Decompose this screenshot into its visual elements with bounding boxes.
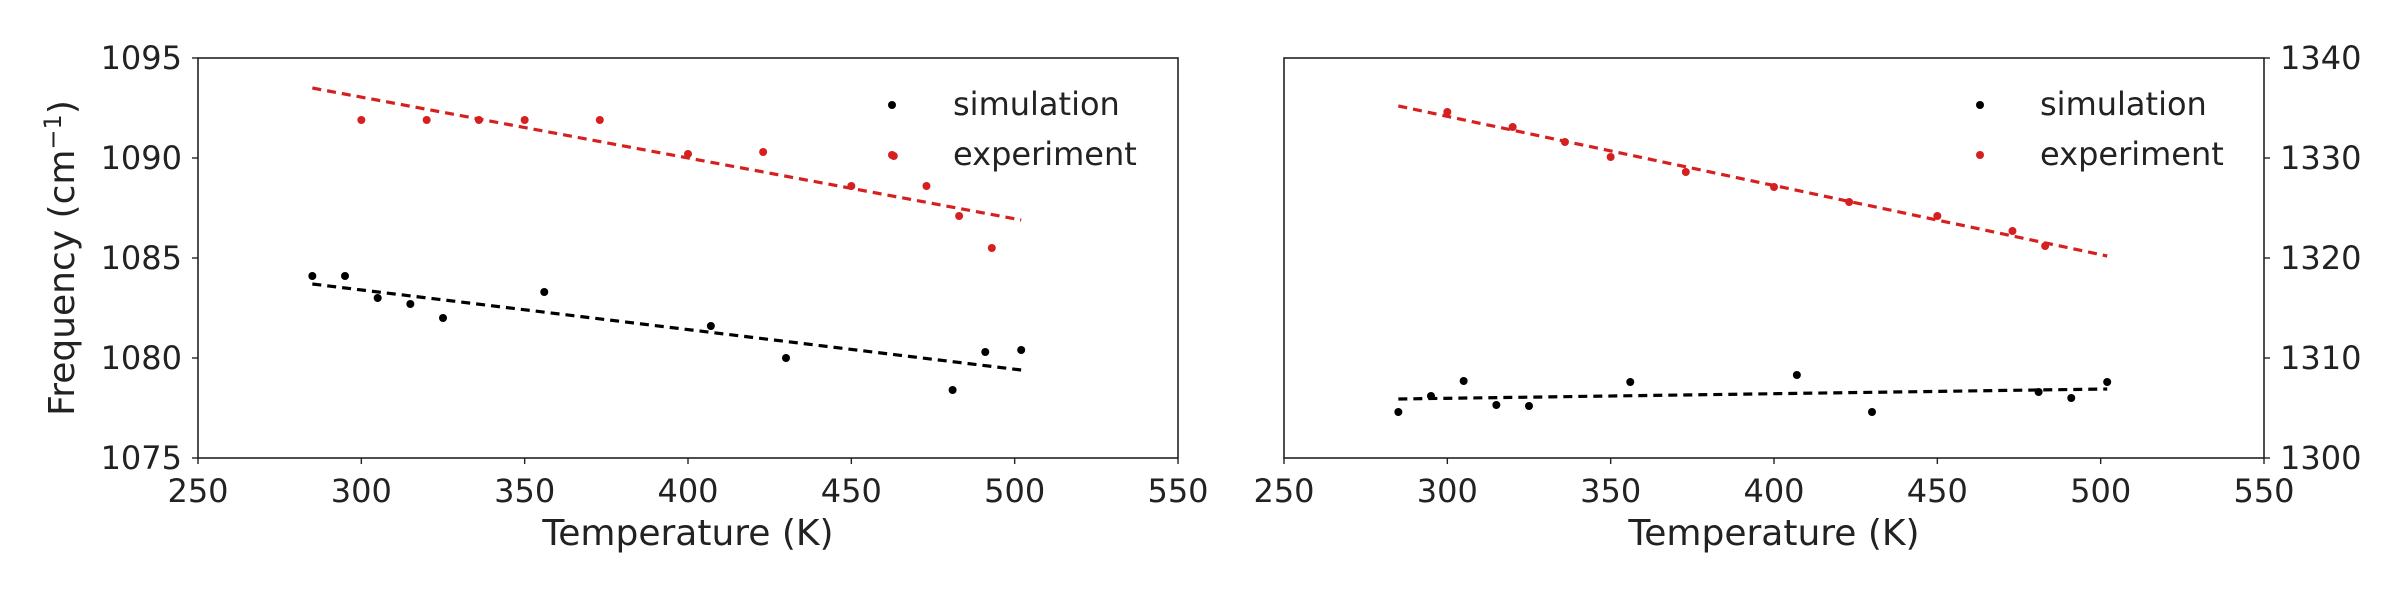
left-x-tick-label: 500 — [984, 472, 1045, 510]
left-x-tick-label: 450 — [821, 472, 882, 510]
right-x-tick-label: 500 — [2070, 472, 2131, 510]
left-simulation-point — [439, 314, 447, 322]
left-x-tick-label: 250 — [167, 472, 228, 510]
left-legend-marker-simulation — [888, 101, 896, 109]
left-simulation-point — [373, 294, 382, 302]
right-y-tick-label: 1330 — [2280, 139, 2361, 177]
right-y-tick-label: 1320 — [2280, 239, 2361, 277]
left-experiment-point — [595, 116, 604, 124]
left-chart-panel: 250 300 350 400 450 500 550 1075 1080 1085 1090 109… — [39, 39, 1209, 554]
left-x-axis-title: Temperature (K) — [541, 513, 833, 554]
left-simulation-point — [341, 272, 349, 280]
right-simulation-point — [1459, 377, 1468, 385]
right-experiment-point — [1508, 123, 1517, 131]
left-simulation-point — [948, 386, 957, 394]
right-experiment-point — [1560, 138, 1569, 146]
right-simulation-fit-line — [1398, 387, 2108, 401]
left-simulation-point — [540, 288, 549, 296]
left-experiment-point — [520, 116, 529, 124]
left-experiment-point — [987, 244, 996, 252]
left-experiment-point — [922, 182, 931, 190]
right-simulation-point — [2034, 388, 2043, 396]
left-legend-label-simulation: simulation — [953, 85, 1120, 123]
right-simulation-point — [1525, 402, 1533, 410]
right-experiment-point — [1770, 183, 1778, 191]
left-y-tick-label: 1085 — [101, 239, 182, 277]
left-y-tick-label: 1080 — [101, 339, 182, 377]
right-simulation-point — [1427, 392, 1435, 400]
right-x-tick-label: 400 — [1743, 472, 1804, 510]
left-simulation-point — [981, 348, 990, 356]
left-x-tick-label: 550 — [1147, 472, 1208, 510]
right-x-axis-title: Temperature (K) — [1627, 513, 1919, 554]
left-tick-group: 250 300 350 400 450 500 550 1075 1080 1085 1090 109… — [101, 39, 1209, 510]
left-simulation-fit-line — [312, 282, 1022, 372]
left-simulation-point — [706, 322, 715, 330]
right-x-tick-label: 250 — [1253, 472, 1314, 510]
left-experiment-point — [955, 212, 964, 220]
right-experiment-point — [1443, 108, 1452, 116]
right-simulation-point — [1868, 408, 1876, 416]
left-legend-label-experiment: experiment — [953, 135, 1137, 173]
right-legend-label-experiment: experiment — [2040, 135, 2224, 173]
right-fit-lines — [1398, 104, 2108, 401]
right-legend-label-simulation: simulation — [2040, 85, 2207, 123]
left-simulation-point — [782, 354, 790, 362]
right-y-tick-label: 1340 — [2280, 39, 2361, 77]
left-x-tick-label: 350 — [494, 472, 555, 510]
left-y-tick-label: 1075 — [101, 439, 182, 477]
left-experiment-point — [474, 116, 483, 124]
left-experiment-point — [422, 116, 431, 124]
left-y-axis-title-superscript: −1 — [39, 114, 67, 149]
right-x-tick-label: 550 — [2233, 472, 2294, 510]
left-experiment-point — [684, 150, 692, 158]
left-legend-marker-experiment — [888, 151, 896, 159]
right-x-tick-label: 450 — [1907, 472, 1968, 510]
right-legend-marker-experiment — [1976, 151, 1984, 159]
left-x-tick-label: 400 — [657, 472, 718, 510]
right-simulation-point — [1792, 371, 1801, 379]
left-experiment-point — [759, 148, 768, 156]
left-y-tick-label: 1090 — [101, 139, 182, 177]
right-simulation-point — [1626, 378, 1635, 386]
right-experiment-point — [1681, 168, 1690, 176]
right-y-tick-label: 1300 — [2280, 439, 2361, 477]
right-simulation-point — [2103, 378, 2112, 386]
right-simulation-point — [2067, 394, 2076, 402]
left-simulation-point — [308, 272, 317, 280]
left-experiment-point — [847, 182, 856, 190]
left-simulation-point — [1017, 346, 1026, 354]
left-data-points — [308, 116, 1026, 394]
right-experiment-point — [1606, 153, 1615, 161]
right-simulation-point — [1492, 401, 1501, 409]
right-experiment-point — [1845, 198, 1854, 206]
right-experiment-fit-line — [1398, 104, 2108, 258]
right-y-tick-label: 1310 — [2280, 339, 2361, 377]
left-legend: simulation experiment — [888, 85, 1137, 173]
right-x-tick-label: 350 — [1580, 472, 1641, 510]
left-fit-lines — [312, 86, 1022, 372]
left-y-axis-title-main: Frequency (cm — [42, 150, 83, 416]
right-experiment-point — [2008, 227, 2017, 235]
right-experiment-point — [2041, 242, 2050, 250]
left-y-tick-label: 1095 — [101, 39, 182, 77]
right-x-tick-label: 300 — [1417, 472, 1478, 510]
right-experiment-point — [1933, 212, 1942, 220]
left-x-tick-label: 300 — [331, 472, 392, 510]
right-legend-marker-simulation — [1976, 101, 1984, 109]
right-data-points — [1394, 108, 2112, 416]
left-experiment-point — [357, 116, 366, 124]
left-y-axis-title: Frequency (cm−1) — [39, 100, 83, 416]
left-simulation-point — [406, 300, 415, 308]
right-simulation-point — [1394, 408, 1403, 416]
left-y-axis-title-close: ) — [42, 100, 83, 114]
right-legend: simulation experiment — [1976, 85, 2224, 173]
left-experiment-fit-line — [312, 86, 1022, 222]
